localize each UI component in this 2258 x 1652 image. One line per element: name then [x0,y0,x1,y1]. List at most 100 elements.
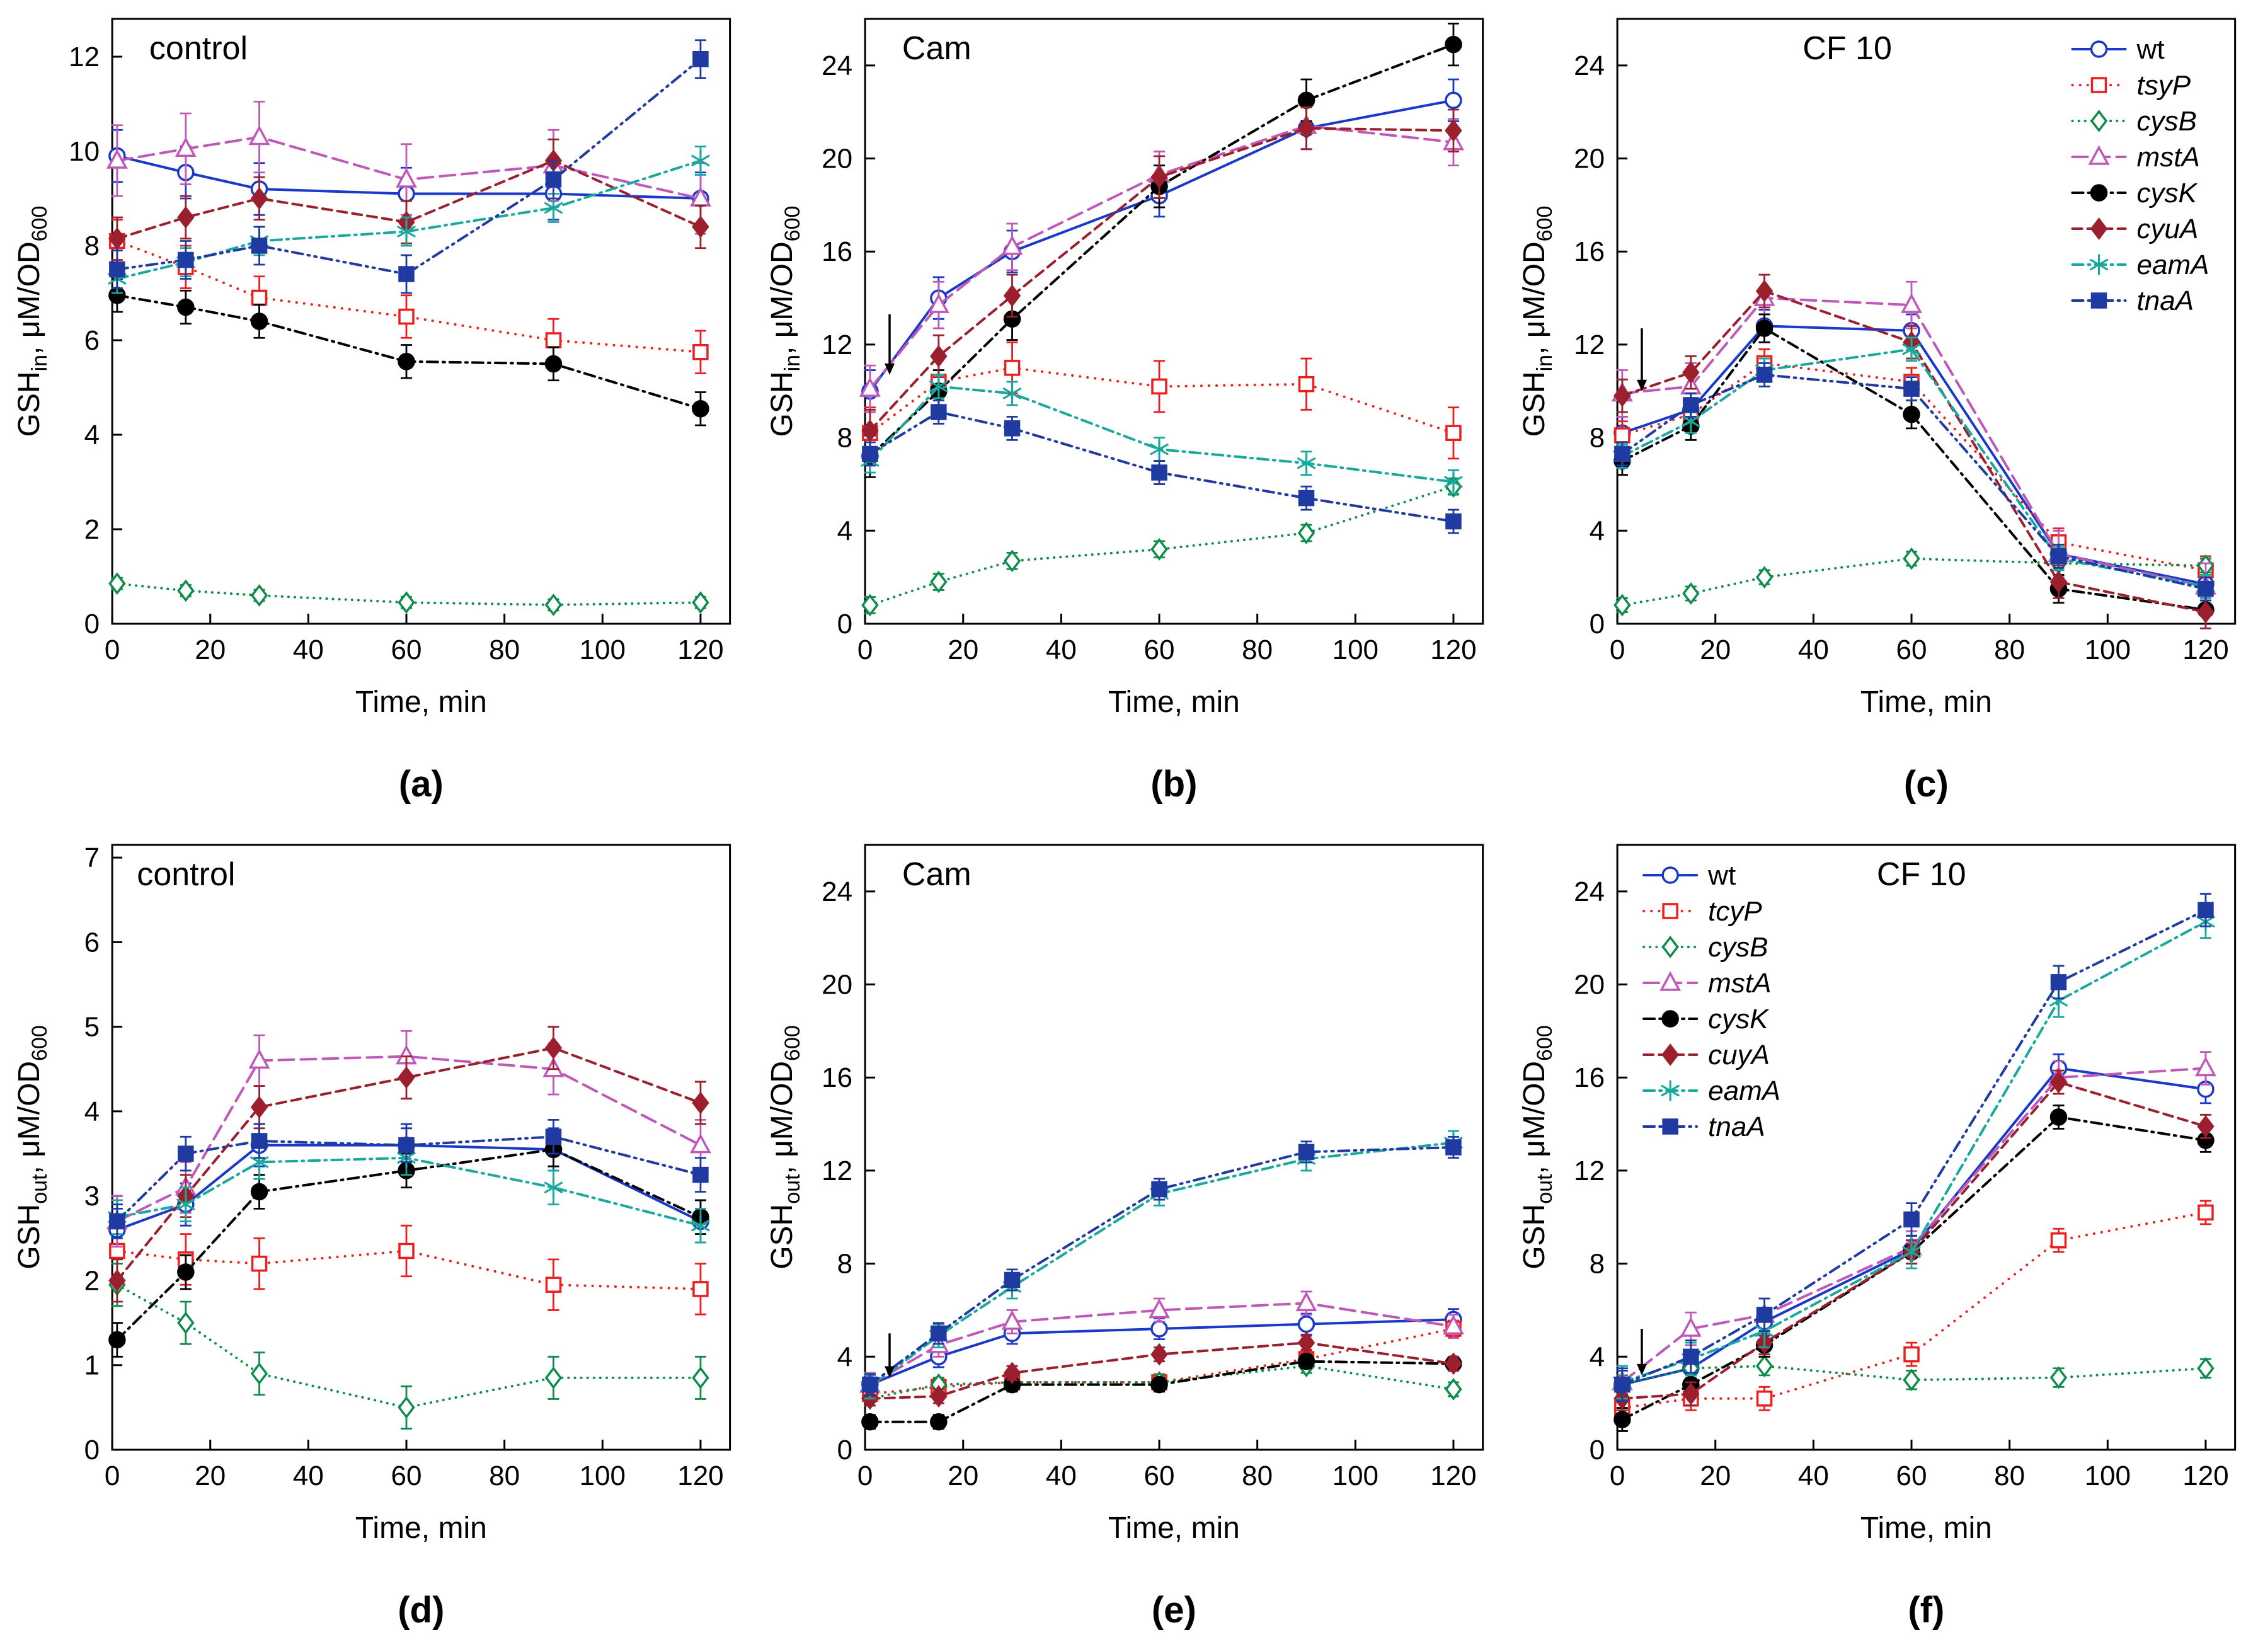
y-axis-label: GSHin, μM/OD600 [13,206,52,437]
series-line [115,1249,702,1290]
x-tick-label: 100 [1332,1460,1378,1491]
legend-label: mstA [1709,968,1772,999]
axis-ticks: 0 20 40 60 80 100 120 0 4 8 12 16 20 24 [822,876,1477,1491]
legend-item-tnaA: tnaA [2071,285,2194,316]
addition-arrow [1637,1329,1648,1375]
marker-triangle [2088,145,2110,165]
series-cyuA [1613,273,2215,629]
marker-diamond [1756,1355,1774,1377]
series-line [115,159,702,280]
x-tick-label: 100 [580,634,626,665]
marker-square [545,332,562,348]
marker-square [1662,1118,1679,1135]
x-tick-label: 80 [1995,1460,2026,1491]
marker-diamond [108,1269,126,1292]
marker-square [1662,903,1679,919]
y-tick-label: 24 [822,876,852,907]
marker-diamond [1661,1043,1680,1066]
series-line [115,159,702,240]
series-cuyA [861,1331,1462,1410]
legend-item-wt: wt [2071,34,2165,65]
marker-diamond [1682,361,1700,384]
marker-diamond [929,570,948,594]
series-cysB [1613,547,2215,617]
marker-diamond [2050,570,2068,594]
y-tick-label: 8 [837,423,852,454]
marker-circle [1297,91,1315,109]
series-tnaA [109,1118,709,1239]
marker-square [1445,513,1462,530]
legend-label: eamA [1709,1076,1781,1106]
series-line [115,294,702,410]
marker-circle [1297,1315,1315,1333]
legend-item-tsyP: tsyP [2071,70,2191,101]
marker-square [2091,77,2107,93]
series-tcyP [1614,1200,2215,1421]
marker-square [1445,1139,1462,1156]
marker-square [692,1166,709,1183]
y-tick-label: 16 [822,236,852,267]
x-axis-label: Time, min [1108,1511,1240,1545]
marker-square [1445,425,1462,441]
marker-asterisk [1150,439,1169,460]
marker-triangle [1442,1314,1464,1335]
axis-ticks: 0 20 40 60 80 100 120 0 2 4 6 8 10 12 [69,42,724,665]
marker-circle [1444,91,1462,109]
series-tnaA [1614,893,2215,1402]
series-line [868,43,1455,458]
marker-triangle [2195,1056,2217,1077]
series-line [868,1341,1455,1400]
y-tick-label: 12 [1574,330,1605,360]
y-tick-label: 16 [822,1062,852,1093]
marker-circle [398,353,415,370]
marker-asterisk [691,1215,710,1236]
marker-square [2051,548,2067,565]
addition-arrow [884,314,895,375]
marker-diamond [1297,117,1315,140]
y-tick-label: 0 [1590,609,1605,640]
marker-diamond [1682,582,1700,605]
x-tick-label: 120 [2183,634,2229,665]
marker-diamond [2090,217,2108,240]
x-tick-label: 20 [1700,1460,1731,1491]
marker-asterisk [176,1194,195,1215]
chart-panel-a: 0 20 40 60 80 100 120 0 2 4 6 8 10 12 control Time, min… [13,18,731,805]
marker-circle [692,400,709,418]
marker-asterisk [2090,254,2109,275]
marker-square [692,344,709,360]
marker-diamond [1613,594,1631,617]
y-tick-label: 20 [822,970,852,1001]
y-tick-label: 6 [84,325,100,356]
legend-item-cysK: cysK [1642,1004,1770,1035]
x-tick-label: 60 [1143,1460,1174,1491]
panel-letter: (e) [1152,1590,1196,1631]
marker-square [2198,902,2215,919]
y-tick-label: 12 [69,42,100,72]
x-axis-label: Time, min [355,685,487,719]
marker-circle [1613,1411,1631,1428]
plot-area [111,18,731,625]
marker-diamond [250,1362,268,1385]
marker-triangle [927,293,949,313]
marker-diamond [1003,284,1021,307]
series-line [115,57,702,275]
marker-square [930,1325,947,1342]
marker-triangle [1659,971,1682,991]
marker-asterisk [1902,1241,1921,1263]
marker-diamond [177,579,195,602]
marker-circle [2090,40,2108,58]
x-axis-label: Time, min [1860,685,1992,719]
marker-square [930,404,947,420]
series-line [1621,362,2208,572]
series-cysB [108,1263,709,1430]
x-tick-label: 80 [1242,634,1273,665]
x-tick-label: 100 [2085,634,2131,665]
legend-item-mstA: mstA [1642,968,1772,999]
marker-circle [1661,866,1680,884]
series-line [1621,290,2208,614]
x-tick-label: 0 [105,1460,120,1491]
series-line [115,582,702,606]
chart-panel-e: 0 20 40 60 80 100 120 0 4 8 12 16 20 24 Cam Time, min GS… [765,844,1484,1631]
x-tick-label: 100 [1332,634,1378,665]
marker-square [1150,378,1167,395]
